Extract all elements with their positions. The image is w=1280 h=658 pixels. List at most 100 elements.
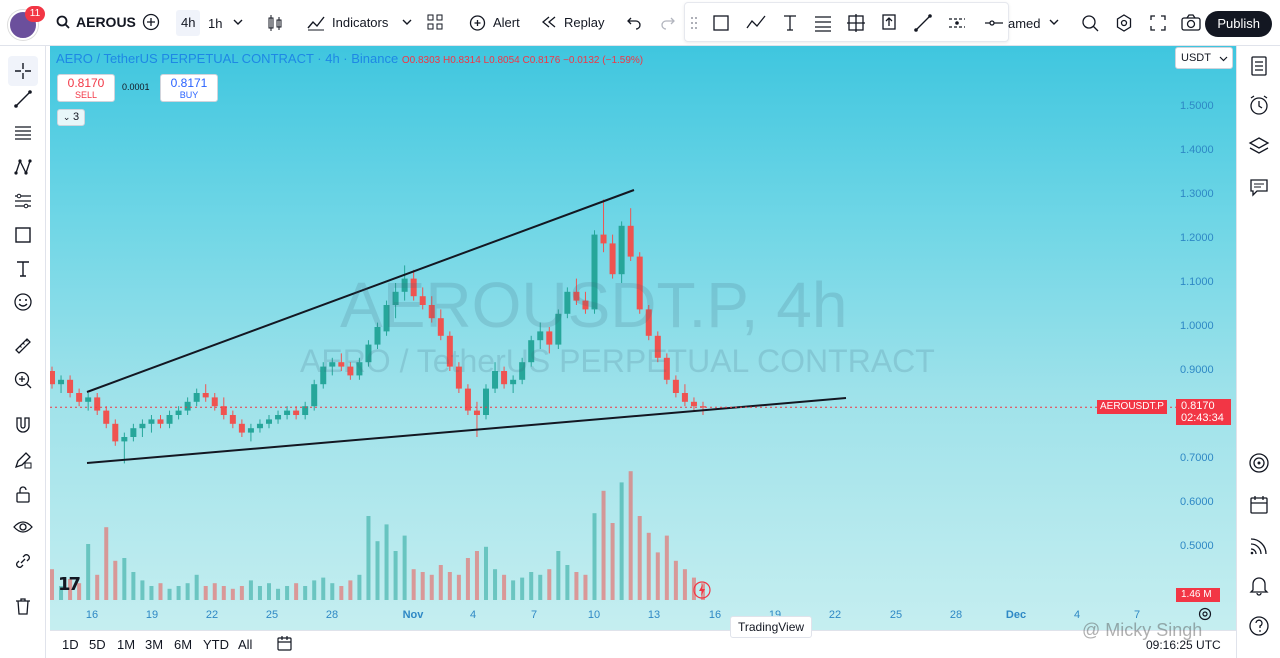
indicators-dropdown[interactable] — [401, 15, 413, 33]
range-all-button[interactable]: All — [238, 637, 253, 652]
fib-tool[interactable] — [12, 122, 34, 144]
candle-body — [320, 366, 327, 385]
replay-button[interactable]: Replay — [540, 13, 604, 31]
horizontal-ray-icon[interactable] — [983, 13, 1005, 33]
measure-tool[interactable] — [12, 335, 34, 357]
volume-bar — [77, 583, 82, 600]
emoji-tool[interactable] — [12, 291, 34, 313]
range-5d-button[interactable]: 5D — [89, 637, 106, 652]
layout-dropdown[interactable] — [1048, 15, 1060, 33]
candle-body — [220, 406, 227, 415]
sell-button[interactable]: 0.8170 SELL — [57, 74, 115, 102]
alerts-button[interactable] — [1247, 93, 1271, 117]
range-ytd-button[interactable]: YTD — [203, 637, 229, 652]
hide-drawings-tool[interactable] — [12, 516, 34, 538]
fib-tool-icon[interactable] — [813, 13, 833, 33]
auto-scale-indicator[interactable] — [692, 580, 712, 605]
quick-search-button[interactable] — [1080, 13, 1100, 38]
rectangle-tool-icon[interactable] — [711, 13, 731, 33]
interval-4h[interactable]: 4h — [176, 10, 201, 36]
text-tool[interactable] — [12, 258, 34, 280]
volume-bar — [140, 580, 145, 600]
path-tool-icon[interactable] — [745, 13, 767, 33]
candle-body — [50, 371, 55, 385]
chats-button[interactable] — [1247, 176, 1271, 200]
notifications-button[interactable] — [1247, 573, 1271, 597]
magnet-tool[interactable] — [12, 414, 34, 436]
chart-type-button[interactable] — [266, 13, 284, 38]
news-button[interactable] — [1247, 534, 1271, 558]
calendar-button[interactable] — [1247, 493, 1271, 517]
tradingview-label: TradingView — [730, 616, 813, 638]
screenshot-button[interactable] — [1180, 13, 1202, 38]
watchlist-button[interactable] — [1247, 54, 1271, 78]
fullscreen-button[interactable] — [1148, 13, 1168, 38]
long-position-icon[interactable] — [879, 13, 899, 33]
volume-bar — [438, 565, 443, 600]
volume-bar — [393, 551, 398, 600]
sync-drawings-tool[interactable] — [12, 550, 34, 572]
hotlists-button[interactable] — [1247, 451, 1271, 475]
volume-bar — [456, 574, 461, 600]
indicators-toggle[interactable]: ⌄ 3 — [57, 109, 85, 126]
bell-icon — [1249, 577, 1269, 596]
indicators-button[interactable]: Indicators — [306, 12, 388, 32]
price-tick-label: 1.0000 — [1180, 320, 1214, 332]
redo-button[interactable] — [660, 14, 676, 35]
chart-canvas[interactable] — [50, 46, 1236, 630]
range-1d-button[interactable]: 1D — [62, 637, 79, 652]
lock-drawings-tool[interactable] — [12, 483, 34, 505]
candle-body — [627, 225, 634, 257]
stay-drawing-tool[interactable] — [12, 449, 34, 471]
candle-body — [464, 388, 471, 411]
layout-name[interactable]: amed — [1008, 16, 1041, 31]
publish-button[interactable]: Publish — [1205, 11, 1272, 37]
price-tick-label: 0.5000 — [1180, 540, 1214, 552]
chart-pane[interactable] — [50, 46, 1236, 630]
trendline-icon — [14, 90, 32, 108]
range-1m-button[interactable]: 1M — [117, 637, 136, 652]
add-symbol-button[interactable] — [142, 13, 160, 36]
candle-body — [401, 278, 408, 292]
alert-button[interactable]: Alert — [468, 13, 520, 32]
interval-dropdown[interactable] — [232, 15, 244, 33]
pattern-tool[interactable] — [12, 156, 34, 178]
fib-retracement-icon — [15, 126, 31, 140]
candle-body — [591, 234, 598, 310]
crosshair-box-icon[interactable] — [846, 13, 866, 33]
candle-body — [519, 362, 526, 380]
tradingview-logo-icon[interactable]: 𝟭𝟳 — [58, 574, 81, 594]
trendline-tool[interactable] — [12, 88, 34, 110]
interval-1h[interactable]: 1h — [208, 16, 223, 31]
drag-handle-icon[interactable] — [690, 16, 698, 30]
text-tool-icon[interactable] — [780, 13, 800, 33]
crosshair-tool[interactable] — [8, 56, 38, 86]
chat-icon — [1250, 179, 1268, 197]
currency-select[interactable]: USDT — [1175, 47, 1233, 69]
shapes-tool[interactable] — [12, 224, 34, 246]
candle-body — [437, 318, 444, 336]
remove-drawings-tool[interactable] — [12, 595, 34, 617]
settings-button[interactable] — [1114, 13, 1134, 38]
trendline-tool-icon[interactable] — [913, 13, 933, 33]
buy-button[interactable]: 0.8171 BUY — [160, 74, 218, 102]
symbol-search[interactable]: AEROUS — [56, 14, 136, 30]
gear-icon — [1198, 607, 1212, 621]
channel-tool-icon[interactable] — [947, 13, 967, 33]
candle-body — [383, 305, 390, 332]
templates-button[interactable] — [426, 13, 444, 36]
chart-legend[interactable]: AERO / TetherUS PERPETUAL CONTRACT · 4h … — [56, 51, 643, 66]
clock[interactable]: 09:16:25 UTC — [1146, 638, 1221, 652]
scale-settings-button[interactable] — [1197, 606, 1213, 627]
range-3m-button[interactable]: 3M — [145, 637, 164, 652]
forecast-tool[interactable] — [12, 190, 34, 212]
zoom-tool[interactable] — [12, 369, 34, 391]
object-tree-button[interactable] — [1247, 134, 1271, 158]
range-6m-button[interactable]: 6M — [174, 637, 193, 652]
volume-bar — [86, 544, 91, 600]
search-bolt-icon — [1082, 15, 1099, 32]
help-button[interactable] — [1247, 614, 1271, 638]
go-to-date-button[interactable] — [276, 635, 294, 658]
undo-button[interactable] — [626, 14, 642, 35]
time-tick-label: Nov — [402, 609, 424, 621]
